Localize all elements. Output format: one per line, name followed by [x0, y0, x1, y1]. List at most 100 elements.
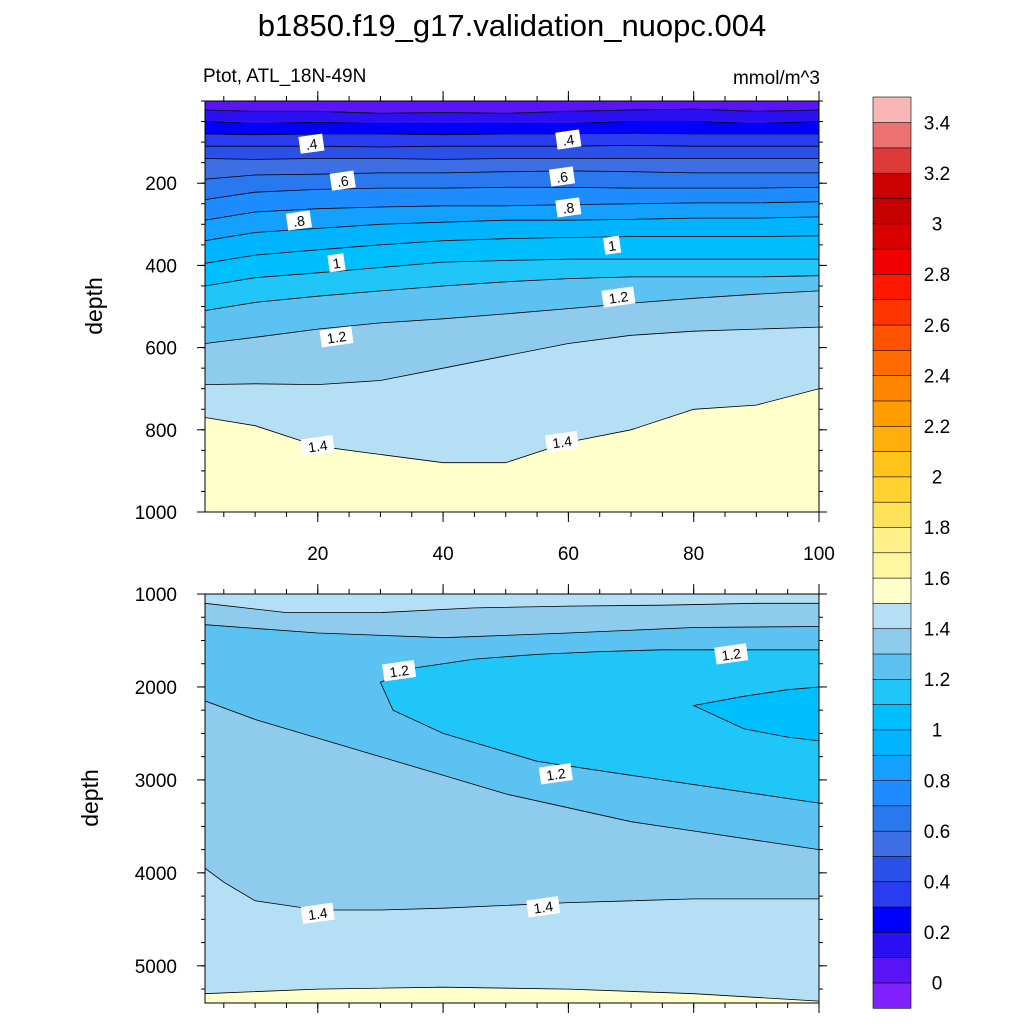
upper-ytick-label: 400 — [145, 256, 177, 277]
lower-ytick-label: 2000 — [135, 678, 177, 699]
colorbar-swatch — [872, 957, 912, 984]
lower-contour-1.3-top — [205, 624, 819, 639]
colorbar-swatch — [872, 678, 912, 705]
upper-axes: 200 400 600 800 1000 20 40 60 80 100 — [135, 91, 835, 565]
upper-contour-label-text: 1.2 — [608, 288, 630, 307]
lower-contour-label-2: 1.2 — [538, 763, 573, 785]
colorbar-label: 0 — [932, 974, 943, 995]
colorbar-swatch — [872, 375, 912, 402]
lower-contour-1.5-bottom — [205, 867, 819, 911]
colorbar-swatch — [872, 830, 912, 857]
colorbar-label: 2 — [932, 468, 943, 489]
colorbar-label: 0.2 — [924, 923, 950, 944]
upper-contour-label-6: .4 — [555, 129, 582, 150]
lower-ytick-label: 4000 — [135, 864, 177, 885]
colorbar-label: 0.8 — [924, 771, 950, 792]
upper-contour-label-0: .4 — [298, 133, 325, 154]
colorbar-swatch — [872, 577, 912, 604]
colorbar-swatch — [872, 501, 912, 528]
upper-contour-1.4 — [205, 326, 819, 386]
colorbar-swatch — [872, 653, 912, 680]
lower-y-axis-label: depth — [77, 769, 103, 827]
colorbar-label: 3 — [932, 215, 943, 236]
upper-contour-label-3: 1 — [327, 253, 346, 273]
upper-contour-0.5 — [205, 158, 819, 160]
colorbar-label: 1.6 — [924, 569, 950, 590]
upper-contour-0.2 — [205, 121, 819, 125]
lower-contour-label-0: 1.2 — [382, 660, 417, 682]
lower-ytick-label: 1000 — [135, 585, 177, 606]
colorbar-swatch — [872, 197, 912, 225]
upper-contour-1.1 — [205, 258, 819, 287]
upper-contour-0.1 — [205, 108, 819, 114]
colorbar-swatch — [872, 906, 912, 933]
lower-contour-panel: 1.2 1.2 1.2 1.4 1.4 1000 2000 3000 4000 5000 dep… — [77, 584, 827, 1013]
upper-contour-0.8 — [205, 201, 819, 221]
lower-contour-1.1 — [692, 686, 819, 742]
upper-contour-label-text: 1.4 — [307, 437, 329, 456]
upper-contour-label-11: 1.4 — [545, 430, 580, 453]
colorbar-swatch — [872, 729, 912, 756]
upper-ytick-label: 1000 — [135, 503, 177, 524]
colorbar-swatch — [872, 982, 912, 1009]
colorbar-label: 1.2 — [924, 670, 950, 691]
upper-contour-panel: .4 .6 .8 1 1.2 1.4 .4 .6 .8 1 1.2 1.4 200 400 600 800 1… — [81, 91, 835, 565]
upper-xtick-label: 20 — [307, 544, 328, 565]
upper-contour-1 — [205, 235, 819, 264]
upper-contour-label-text: 1.4 — [551, 433, 573, 452]
lower-contour-labels: 1.2 1.2 1.2 1.4 1.4 — [300, 643, 749, 924]
colorbar-swatch — [872, 526, 912, 554]
upper-contour-label-2: .8 — [285, 210, 312, 231]
lower-contour-label-1: 1.2 — [714, 643, 749, 665]
upper-ytick-label: 600 — [145, 339, 177, 360]
lower-contour-1.3-bottom — [205, 700, 819, 850]
colorbar-swatch — [872, 172, 912, 199]
upper-contour-label-7: .6 — [548, 166, 576, 187]
colorbar-swatch — [872, 248, 912, 275]
colorbar-swatch — [872, 400, 912, 427]
upper-contour-0.4 — [205, 144, 819, 148]
upper-contour-label-5: 1.4 — [300, 435, 335, 457]
lower-plot-frame — [204, 593, 820, 1004]
upper-xtick-label: 100 — [803, 544, 835, 565]
lower-contour-label-text: 1.4 — [307, 904, 329, 923]
lower-region-1.5-bottom — [205, 868, 819, 1003]
colorbar-swatch — [872, 931, 912, 958]
upper-contour-1.5 — [205, 388, 819, 464]
colorbar: 0 0.2 0.4 0.6 0.8 1 1.2 1.4 1.6 1.8 2 2.2 2.4 2.6 2.8 3… — [872, 96, 951, 1009]
upper-contour-lines — [205, 108, 819, 464]
lower-contour-lines — [205, 602, 819, 1002]
upper-band-1.5 — [205, 388, 819, 512]
colorbar-label: 1.8 — [924, 518, 950, 539]
upper-xtick-label: 60 — [558, 544, 579, 565]
lower-region-top — [205, 594, 819, 613]
colorbar-swatch — [872, 425, 912, 452]
colorbar-label: 2.6 — [924, 316, 950, 337]
upper-ytick-label: 800 — [145, 421, 177, 442]
upper-contour-label-9: 1 — [603, 235, 622, 255]
colorbar-swatch — [872, 602, 912, 630]
lower-ytick-label: 3000 — [135, 771, 177, 792]
colorbar-swatch — [872, 779, 912, 807]
colorbar-swatch — [872, 805, 912, 832]
lower-contour-label-text: 1.2 — [721, 645, 743, 664]
colorbar-label: 3.4 — [924, 113, 951, 134]
upper-contour-label-text: .6 — [336, 172, 350, 189]
upper-ytick-label: 200 — [145, 174, 177, 195]
upper-contour-label-text: .4 — [305, 135, 319, 152]
upper-contour-1.2 — [205, 275, 819, 311]
upper-contour-label-text: 1.2 — [326, 328, 348, 347]
lower-region-1.6 — [205, 987, 819, 1003]
chart-title: b1850.f19_g17.validation_nuopc.004 — [258, 8, 767, 43]
upper-contour-label-text: 1 — [607, 237, 617, 254]
lower-contour-1.6 — [205, 986, 819, 1002]
colorbar-swatch — [872, 299, 912, 326]
upper-contour-0.6 — [205, 170, 819, 180]
colorbar-label: 2.2 — [924, 417, 950, 438]
lower-contour-label-text: 1.2 — [388, 662, 410, 681]
colorbar-swatch — [872, 704, 912, 731]
lower-contour-top — [205, 602, 819, 613]
lower-contour-label-4: 1.4 — [526, 896, 561, 918]
upper-contour-0.9 — [205, 216, 819, 242]
